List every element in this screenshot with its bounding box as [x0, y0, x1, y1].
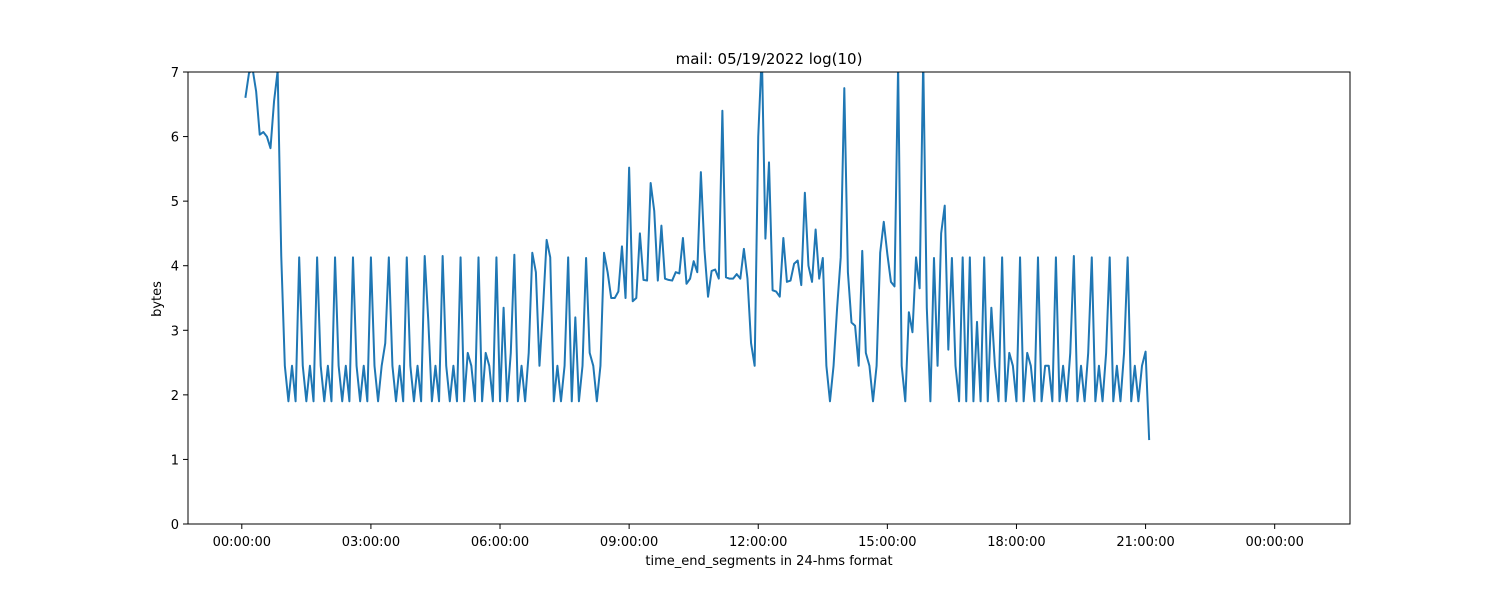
x-tick-label: 03:00:00 — [342, 535, 400, 550]
x-tick-label: 00:00:00 — [1245, 535, 1303, 550]
x-tick-label: 15:00:00 — [858, 535, 916, 550]
y-tick-label: 3 — [171, 324, 179, 339]
y-tick-label: 0 — [171, 518, 179, 533]
y-tick-label: 6 — [171, 131, 179, 146]
x-tick-label: 06:00:00 — [471, 535, 529, 550]
x-tick-label: 12:00:00 — [729, 535, 787, 550]
x-axis-label: time_end_segments in 24-hms format — [645, 554, 892, 569]
y-tick-label: 1 — [171, 453, 179, 468]
y-tick-label: 5 — [171, 195, 179, 210]
series-line-1 — [244, 72, 1151, 441]
chart-title: mail: 05/19/2022 log(10) — [676, 50, 863, 68]
plot-frame — [187, 71, 1351, 525]
y-axis-label: bytes — [150, 281, 165, 317]
x-tick-label: 09:00:00 — [600, 535, 658, 550]
x-tick-label: 21:00:00 — [1116, 535, 1174, 550]
x-tick-label: 18:00:00 — [987, 535, 1045, 550]
x-tick-label: 00:00:00 — [213, 535, 271, 550]
y-tick-label: 2 — [171, 389, 179, 404]
plot-area: 00:00:00 03:00:00 06:00:00 09:00:00 12:00:00… — [171, 66, 1351, 550]
y-tick-label: 4 — [171, 260, 179, 275]
y-tick-label: 7 — [171, 66, 179, 81]
